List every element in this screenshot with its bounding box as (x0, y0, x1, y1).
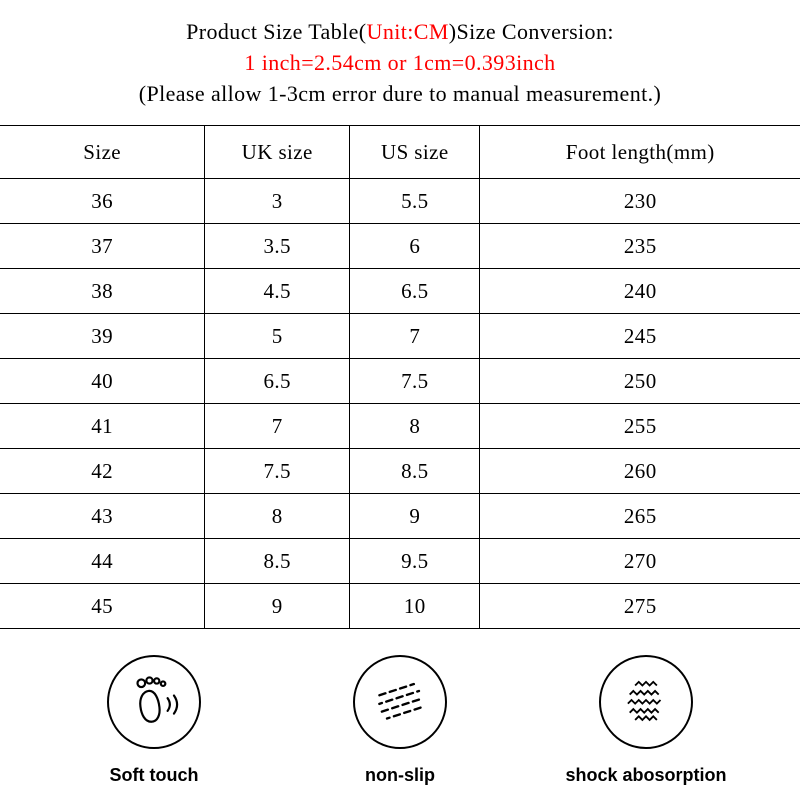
table-cell: 7.5 (204, 448, 351, 494)
table-cell: 5.5 (349, 178, 481, 224)
table-cell: 42 (0, 448, 206, 494)
table-cell: 275 (479, 583, 800, 629)
feature-label-soft-touch: Soft touch (109, 765, 199, 785)
table-cell: 3.5 (204, 223, 351, 269)
table-cell: 9 (204, 583, 351, 629)
table-cell: 270 (479, 538, 800, 584)
table-cell: 245 (479, 313, 800, 359)
table-cell: 38 (0, 268, 206, 314)
conversion-note: 1 inch=2.54cm or 1cm=0.393inch (244, 50, 556, 75)
table-row: 43 8 9 265 (0, 493, 800, 539)
size-table-body: 36 3 5.5 230 37 3.5 6 235 38 4.5 6.5 240 39 5 7 245 40 6.… (0, 178, 800, 629)
column-header-uk-size: UK size (204, 125, 351, 179)
page-title: Product Size Table(Unit:CM)Size Conversi… (0, 16, 800, 47)
table-row: 39 5 7 245 (0, 313, 800, 359)
table-cell: 6.5 (349, 268, 481, 314)
table-cell: 9 (349, 493, 481, 539)
feature-non-slip: non-slip (284, 655, 516, 786)
table-cell: 4.5 (204, 268, 351, 314)
table-cell: 6.5 (204, 358, 351, 404)
table-cell: 40 (0, 358, 206, 404)
title-prefix: Product Size Table( (186, 19, 367, 44)
column-header-us-size: US size (349, 125, 481, 179)
size-table: Size UK size US size Foot length(mm) 36 3… (0, 125, 800, 629)
table-cell: 39 (0, 313, 206, 359)
foot-icon (125, 671, 183, 734)
feature-shock-absorption: shock abosorption (530, 655, 762, 786)
table-cell: 240 (479, 268, 800, 314)
table-cell: 9.5 (349, 538, 481, 584)
table-cell: 255 (479, 403, 800, 449)
table-cell: 44 (0, 538, 206, 584)
table-cell: 8 (349, 403, 481, 449)
shock-absorption-circle (599, 655, 693, 749)
table-cell: 7 (204, 403, 351, 449)
table-row: 45 9 10 275 (0, 583, 800, 629)
table-row: 37 3.5 6 235 (0, 223, 800, 269)
title-unit: Unit:CM (366, 19, 449, 44)
soft-touch-circle (107, 655, 201, 749)
non-slip-icon (371, 671, 429, 734)
table-cell: 43 (0, 493, 206, 539)
table-cell: 41 (0, 403, 206, 449)
table-row: 38 4.5 6.5 240 (0, 268, 800, 314)
table-cell: 37 (0, 223, 206, 269)
table-row: 40 6.5 7.5 250 (0, 358, 800, 404)
table-cell: 235 (479, 223, 800, 269)
table-cell: 8 (204, 493, 351, 539)
table-cell: 45 (0, 583, 206, 629)
table-cell: 250 (479, 358, 800, 404)
table-row: 42 7.5 8.5 260 (0, 448, 800, 494)
table-cell: 8.5 (349, 448, 481, 494)
table-cell: 10 (349, 583, 481, 629)
table-header-row: Size UK size US size Foot length(mm) (0, 125, 800, 179)
measurement-note: (Please allow 1-3cm error dure to manual… (138, 81, 662, 106)
table-cell: 7 (349, 313, 481, 359)
feature-label-non-slip: non-slip (365, 765, 435, 785)
features-row: Soft touch non-slip (0, 655, 800, 786)
table-cell: 265 (479, 493, 800, 539)
table-cell: 230 (479, 178, 800, 224)
table-row: 36 3 5.5 230 (0, 178, 800, 224)
non-slip-circle (353, 655, 447, 749)
table-cell: 36 (0, 178, 206, 224)
table-cell: 5 (204, 313, 351, 359)
table-cell: 3 (204, 178, 351, 224)
column-header-size: Size (0, 125, 206, 179)
table-cell: 7.5 (349, 358, 481, 404)
feature-label-shock-absorption: shock abosorption (565, 765, 727, 785)
table-cell: 260 (479, 448, 800, 494)
column-header-foot-length: Foot length(mm) (479, 125, 800, 179)
table-cell: 6 (349, 223, 481, 269)
table-row: 44 8.5 9.5 270 (0, 538, 800, 584)
table-row: 41 7 8 255 (0, 403, 800, 449)
title-suffix: )Size Conversion: (448, 19, 614, 44)
feature-soft-touch: Soft touch (38, 655, 270, 786)
header: Product Size Table(Unit:CM)Size Conversi… (0, 16, 800, 109)
table-cell: 8.5 (204, 538, 351, 584)
shock-absorption-icon (617, 671, 675, 734)
